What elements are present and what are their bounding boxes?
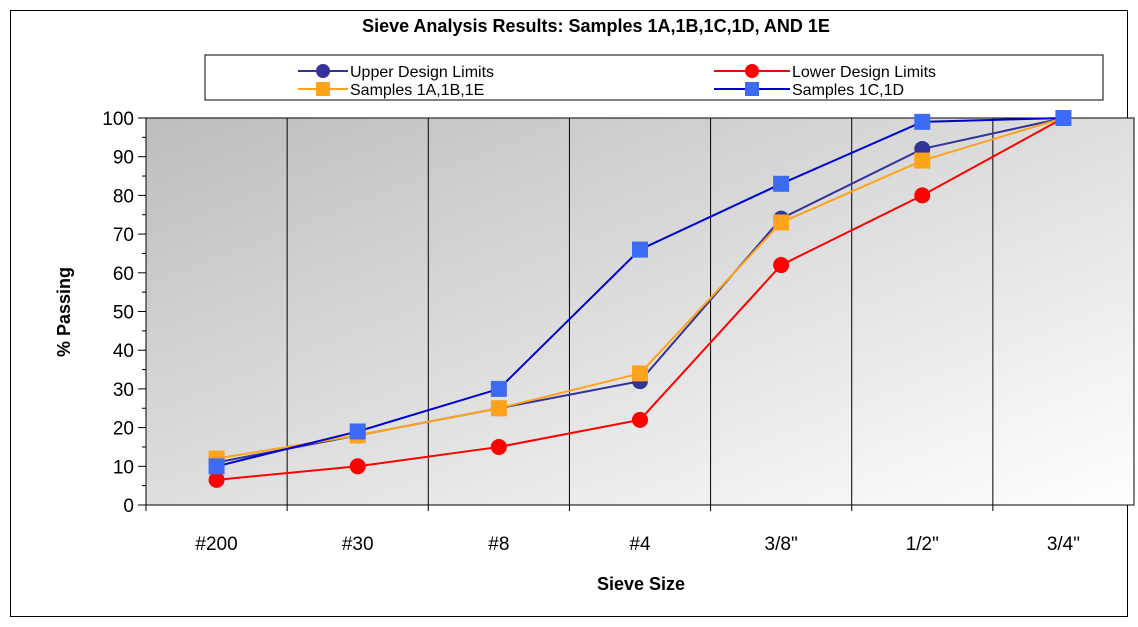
data-point	[773, 214, 790, 231]
data-point	[914, 113, 931, 130]
y-tick-label: 100	[102, 109, 134, 130]
data-point	[490, 438, 507, 455]
x-tick-label: #30	[342, 534, 374, 555]
data-point	[208, 471, 225, 488]
plot-area	[145, 117, 1135, 506]
chart-title: Sieve Analysis Results: Samples 1A,1B,1C…	[362, 16, 830, 36]
x-tick-label: 1/2"	[906, 534, 939, 555]
y-tick-label: 0	[123, 496, 134, 517]
y-tick-label: 70	[113, 225, 134, 246]
legend-item: Samples 1A,1B,1E	[298, 82, 484, 99]
data-point	[773, 175, 790, 192]
data-point	[349, 423, 366, 440]
data-point	[490, 380, 507, 397]
legend-swatch-marker	[316, 82, 330, 96]
y-axis: 0 10 20 30 40 50 60 70 80 90 100	[102, 109, 147, 517]
legend-label: Lower Design Limits	[792, 64, 936, 81]
y-axis-title: % Passing	[54, 267, 74, 357]
legend-label: Samples 1A,1B,1E	[350, 82, 484, 99]
data-point	[632, 365, 648, 382]
series-layer	[208, 110, 1072, 488]
data-point	[349, 458, 366, 475]
legend-swatch-marker	[316, 64, 330, 78]
legend-item: Lower Design Limits	[714, 64, 936, 81]
y-tick-label: 30	[113, 380, 134, 401]
series-lower-design-limits	[208, 110, 1072, 488]
series-samples-1c-1d	[208, 110, 1072, 475]
data-point	[490, 400, 507, 417]
y-tick-label: 40	[113, 341, 134, 362]
y-tick-label: 80	[113, 186, 134, 207]
y-tick-label: 10	[113, 457, 134, 478]
x-tick-label: #200	[195, 534, 237, 555]
y-tick-label: 90	[113, 148, 134, 169]
legend-item: Upper Design Limits	[298, 64, 494, 81]
legend-swatch-marker	[745, 64, 759, 78]
x-tick-label: 3/8"	[765, 534, 798, 555]
data-point	[914, 187, 931, 204]
data-point	[632, 241, 648, 258]
y-tick-label: 50	[113, 303, 134, 324]
x-tick-label: #4	[629, 534, 651, 555]
legend-box	[204, 54, 1104, 101]
gridlines	[286, 118, 994, 505]
legend-swatch-marker	[745, 82, 759, 96]
y-tick-label: 60	[113, 264, 134, 285]
legend-label: Upper Design Limits	[350, 64, 494, 81]
x-tick-label: 3/4"	[1047, 534, 1080, 555]
x-axis: #200 #30 #8 #4 3/8" 1/2" 3/4"	[145, 504, 1134, 555]
x-axis-title: Sieve Size	[597, 574, 685, 594]
y-tick-label: 20	[113, 419, 134, 440]
data-point	[1055, 110, 1072, 126]
x-tick-label: #8	[488, 534, 509, 555]
data-point	[914, 152, 931, 169]
data-point	[632, 411, 648, 428]
legend-label: Samples 1C,1D	[792, 82, 904, 99]
legend: Upper Design Limits Lower Design LimitsSa…	[204, 54, 1104, 101]
legend-item: Samples 1C,1D	[714, 82, 904, 99]
data-point	[773, 257, 790, 274]
data-point	[208, 458, 225, 475]
